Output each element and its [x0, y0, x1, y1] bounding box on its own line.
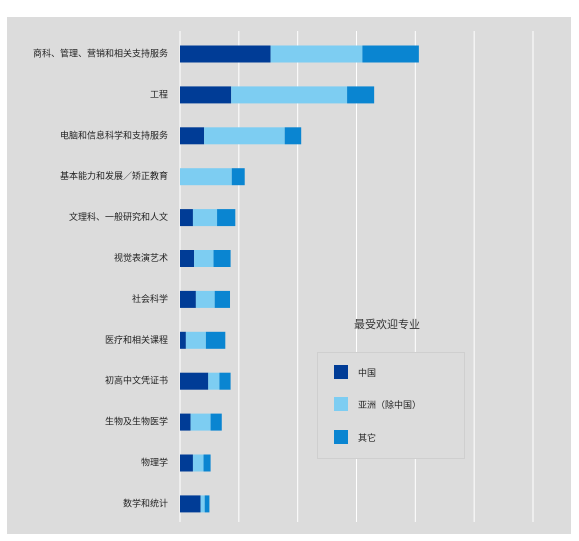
bar-china-5	[180, 250, 195, 267]
bar-asia-excl-china-7	[185, 331, 206, 349]
category-label-5: 视觉表演艺术	[114, 252, 168, 264]
chart-panel: 商科、管理、营销和相关支持服务工程电脑和信息科学和支持服务 基本能力和发展／矫正教…	[7, 17, 571, 534]
bar-asia-excl-china-2	[204, 127, 285, 145]
category-label-10: 物理学	[141, 457, 168, 469]
bar-asia-excl-china-1	[231, 86, 348, 104]
bar-other-7	[205, 331, 226, 349]
bar-asia-excl-china-9	[190, 413, 211, 431]
bar-china-6	[180, 290, 196, 308]
legend: 中国 亚洲（除中国） 其它	[317, 352, 465, 459]
bar-china-2	[180, 127, 205, 145]
bar-other-5	[213, 250, 231, 267]
category-label-0: 商科、管理、营销和相关支持服务	[33, 48, 168, 60]
category-label-6: 社会科学	[132, 293, 168, 305]
legend-item-other: 其它	[334, 430, 376, 444]
stacked-bar-chart: 商科、管理、营销和相关支持服务工程电脑和信息科学和支持服务基本能力和发展／矫正教…	[33, 31, 534, 522]
bar-china-11	[180, 495, 201, 513]
category-label-8: 初高中文凭证书	[105, 375, 168, 387]
bar-asia-excl-china-8	[208, 372, 220, 390]
category-label-7: 医疗和相关课程	[105, 334, 168, 346]
bar-other-10	[203, 454, 211, 472]
bar-china-10	[180, 454, 193, 472]
category-labels: 商科、管理、营销和相关支持服务工程电脑和信息科学和支持服务基本能力和发展／矫正教…	[33, 48, 168, 510]
category-label-4: 文理科、一般研究和人文	[69, 211, 168, 223]
bar-china-4	[180, 209, 193, 227]
bar-china-7	[180, 331, 186, 349]
bar-asia-excl-china-6	[195, 290, 215, 308]
legend-swatch-china	[334, 365, 348, 379]
legend-swatch-other	[334, 430, 348, 444]
bar-asia-excl-china-0	[270, 45, 363, 63]
bar-china-8	[180, 372, 209, 390]
bar-other-11	[204, 495, 210, 513]
category-label-3: 基本能力和发展／矫正教育	[60, 170, 168, 182]
legend-swatch-asia-excl-china	[334, 397, 348, 411]
bar-other-0	[362, 45, 419, 63]
bar-other-6	[214, 290, 231, 308]
legend-label-other: 其它	[358, 433, 377, 444]
bar-asia-excl-china-5	[194, 250, 214, 267]
bar-asia-excl-china-10	[192, 454, 204, 472]
category-label-1: 工程	[150, 89, 168, 100]
legend-item-china: 中国	[334, 365, 376, 379]
bar-asia-excl-china-3	[180, 168, 232, 186]
legend-label-asia-excl-china: 亚洲（除中国）	[358, 400, 422, 411]
bar-china-1	[180, 86, 232, 104]
category-label-9: 生物及生物医学	[105, 416, 168, 428]
bars	[180, 45, 419, 513]
legend-label-china: 中国	[358, 368, 377, 379]
category-label-2: 电脑和信息科学和支持服务	[60, 129, 168, 141]
bar-other-8	[219, 372, 231, 390]
bar-other-1	[347, 86, 375, 104]
gridlines	[179, 31, 534, 522]
bar-other-9	[210, 413, 222, 431]
bar-other-3	[231, 168, 245, 186]
bar-asia-excl-china-11	[200, 495, 205, 513]
bar-other-2	[284, 127, 302, 145]
bar-asia-excl-china-4	[192, 209, 218, 227]
bar-china-9	[180, 413, 191, 431]
legend-item-asia-excl-china: 亚洲（除中国）	[334, 397, 421, 411]
bar-other-4	[217, 209, 236, 227]
chart-title: 最受欢迎专业	[354, 318, 420, 331]
category-label-11: 数学和统计	[123, 497, 168, 509]
bar-china-0	[180, 45, 271, 63]
